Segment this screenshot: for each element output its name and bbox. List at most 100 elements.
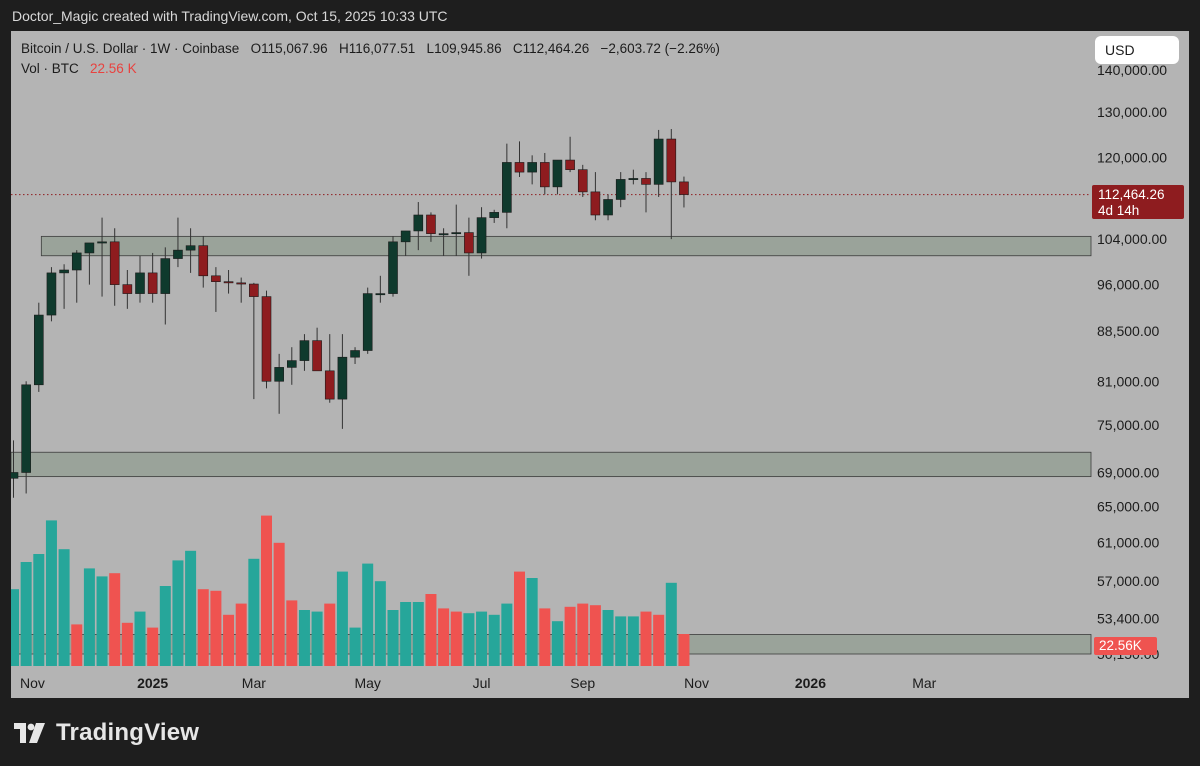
candle-body — [84, 242, 95, 254]
volume-bar — [33, 554, 45, 666]
candle-body — [337, 356, 348, 400]
candle-body — [71, 252, 82, 271]
volume-bar — [45, 520, 57, 666]
volume-bar — [134, 611, 146, 666]
candle-body — [451, 232, 462, 235]
candle-body — [211, 275, 221, 282]
x-axis-tick-label: 2026 — [795, 675, 826, 691]
legend-symbol: Bitcoin / U.S. Dollar · 1W · Coinbase — [21, 41, 240, 56]
candle-body — [628, 178, 639, 180]
volume-bar — [665, 582, 677, 666]
volume-bar — [514, 571, 525, 666]
volume-bar — [463, 613, 475, 666]
candle-body — [527, 162, 537, 173]
chart-legend: Bitcoin / U.S. Dollar · 1W · Coinbase O1… — [21, 39, 720, 79]
legend-close-label: C — [512, 41, 523, 56]
volume-bar — [248, 558, 260, 666]
x-axis-tick-label: Jul — [473, 675, 491, 691]
y-axis-tick-label: 96,000.00 — [1097, 277, 1159, 293]
volume-bar — [374, 581, 386, 666]
volume-bar — [261, 515, 272, 666]
volume-bar — [147, 627, 159, 666]
volume-bar — [286, 600, 298, 666]
chart-frame[interactable]: 140,000.00 130,000.00 120,000.00 104,000.00… — [11, 31, 1189, 698]
y-axis-tick-label: 140,000.00 — [1097, 62, 1167, 78]
volume-bar — [564, 606, 576, 666]
candle-body — [426, 214, 436, 234]
volume-bar — [121, 622, 133, 666]
candle-body — [489, 212, 500, 218]
candle-body — [324, 370, 335, 400]
tradingview-logo-icon — [14, 723, 45, 743]
volume-bar — [324, 603, 336, 666]
volume-bar — [83, 568, 95, 666]
volume-bar — [58, 549, 70, 666]
x-axis-tick-label: Mar — [242, 675, 266, 691]
x-axis-tick-label: 2025 — [137, 675, 168, 691]
y-axis-tick-label: 88,500.00 — [1097, 323, 1159, 339]
candle-body — [653, 138, 664, 185]
candlestick-chart[interactable]: 140,000.00 130,000.00 120,000.00 104,000.00… — [11, 31, 1189, 698]
volume-bar — [185, 550, 197, 666]
bar-countdown: 4d 14h — [1098, 203, 1140, 218]
candle-body — [679, 181, 689, 195]
volume-bar — [526, 578, 538, 666]
candle-body — [539, 162, 550, 188]
currency-button[interactable]: USD — [1095, 36, 1179, 64]
candle-body — [173, 249, 183, 259]
candle-body — [46, 272, 57, 316]
volume-bar — [488, 614, 500, 666]
volume-bar — [96, 576, 108, 666]
y-axis-tick-label: 65,000.00 — [1097, 498, 1159, 514]
candle-body — [388, 241, 398, 294]
x-axis-tick-label: Sep — [570, 675, 595, 691]
candle-body — [236, 282, 246, 285]
volume-bar — [589, 605, 601, 666]
tradingview-logo[interactable]: TradingView — [14, 718, 199, 748]
volume-bar — [678, 634, 690, 666]
candle-body — [565, 159, 575, 170]
volume-bar — [501, 603, 513, 666]
y-axis-tick-label: 69,000.00 — [1097, 464, 1159, 480]
volume-bar — [627, 616, 639, 666]
last-price-tag: 112,464.26 4d 14h — [1092, 185, 1184, 219]
candle-body — [400, 230, 411, 243]
candle-body — [11, 472, 19, 479]
volume-bar — [387, 610, 399, 666]
legend-high: 116,077.51 — [348, 41, 416, 56]
volume-bar — [273, 542, 285, 666]
volume-bar — [640, 611, 652, 666]
volume-bar — [400, 602, 412, 666]
volume-bar — [551, 621, 563, 666]
legend-low-label: L — [426, 41, 435, 56]
y-axis-tick-label: 61,000.00 — [1097, 535, 1159, 551]
candle-body — [160, 258, 171, 294]
volume-bar — [159, 586, 171, 666]
volume-bar — [172, 560, 184, 666]
volume-bar — [235, 603, 247, 666]
legend-ohlc-row: Bitcoin / U.S. Dollar · 1W · Coinbase O1… — [21, 39, 720, 59]
candle-body — [249, 283, 259, 297]
y-axis-tick-label: 53,400.00 — [1097, 610, 1159, 626]
candle-body — [299, 340, 310, 361]
y-axis-tick-label: 130,000.00 — [1097, 104, 1167, 120]
candle-body — [552, 159, 563, 188]
candle-body — [502, 162, 512, 213]
volume-bar — [577, 603, 589, 666]
y-axis-tick-label: 120,000.00 — [1097, 150, 1167, 166]
volume-bar — [71, 624, 83, 666]
volume-bar — [539, 608, 551, 666]
candle-body — [286, 360, 297, 368]
volume-bar — [438, 608, 450, 666]
volume-bar — [450, 611, 462, 666]
candle-body — [312, 340, 322, 372]
y-axis-tick-label: 57,000.00 — [1097, 573, 1159, 589]
candle-body — [274, 367, 284, 382]
candle-body — [615, 179, 626, 200]
candle-body — [577, 169, 588, 193]
tradingview-wordmark: TradingView — [56, 719, 200, 746]
x-axis-tick-label: May — [354, 675, 380, 691]
volume-bar — [362, 563, 374, 666]
y-axis-tick-label: 75,000.00 — [1097, 417, 1159, 433]
candle-body — [185, 245, 196, 251]
